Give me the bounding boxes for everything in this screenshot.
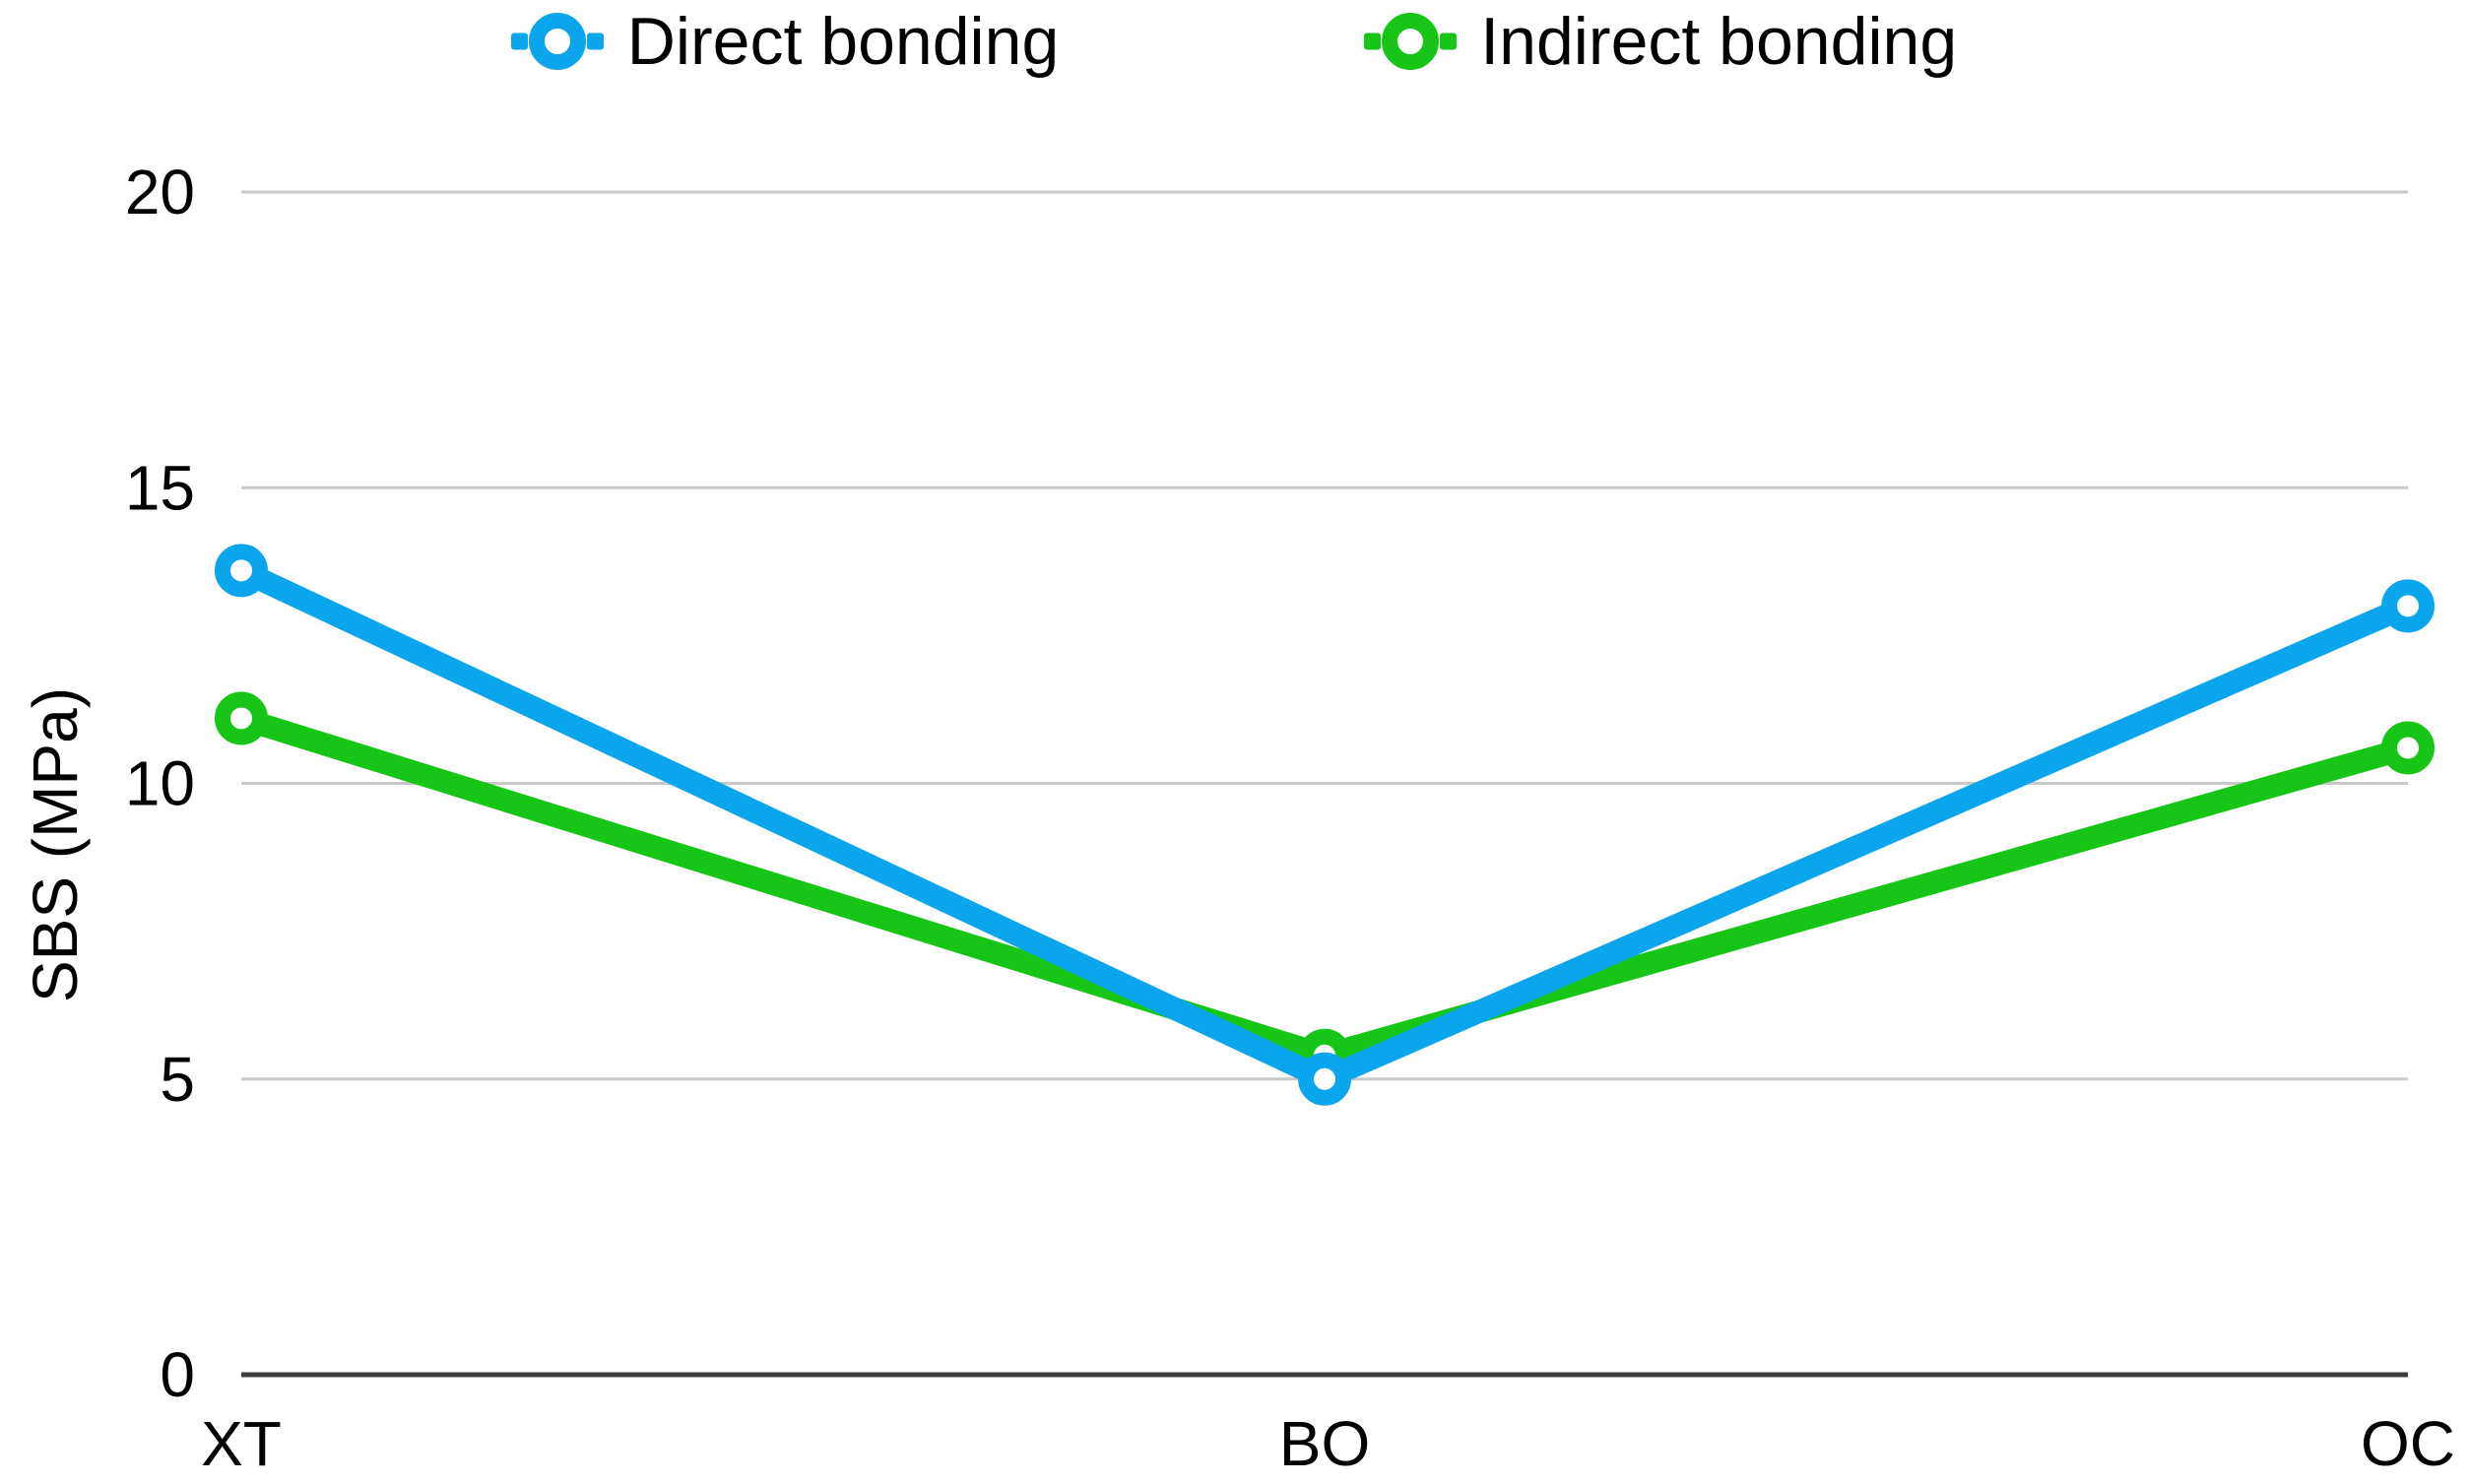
legend-item-indirect-bonding: Indirect bonding — [1364, 8, 1957, 75]
y-tick-15: 15 — [125, 452, 195, 523]
y-tick-0: 0 — [160, 1339, 195, 1410]
y-tick-labels: 0 5 10 15 20 — [125, 157, 195, 1410]
y-tick-10: 10 — [125, 748, 195, 819]
line-marker-icon — [1364, 10, 1458, 73]
marker-direct-bonding-xt — [215, 544, 268, 598]
y-tick-20: 20 — [125, 157, 195, 227]
y-tick-5: 5 — [160, 1044, 195, 1115]
y-axis-title: SBS (MPa) — [20, 687, 91, 1002]
line-marker-icon — [510, 10, 604, 73]
marker-indirect-bonding-xt — [215, 691, 268, 745]
x-category-labels: XT BO OC — [201, 1408, 2455, 1479]
gridlines — [241, 190, 2408, 1378]
marker-indirect-bonding-oc — [2381, 721, 2435, 775]
x-label-xt: XT — [201, 1408, 282, 1479]
x-label-bo: BO — [1279, 1408, 1370, 1479]
data-series — [215, 544, 2435, 1106]
marker-direct-bonding-bo — [1298, 1052, 1351, 1106]
legend-label-indirect-bonding: Indirect bonding — [1480, 4, 1958, 79]
x-label-oc: OC — [2361, 1408, 2455, 1479]
legend-item-direct-bonding: Direct bonding — [510, 4, 1060, 79]
marker-direct-bonding-oc — [2381, 579, 2435, 633]
series-line-indirect-bonding — [229, 706, 2420, 1067]
legend-label-direct-bonding: Direct bonding — [626, 4, 1060, 79]
chart-legend: Direct bonding Indirect bonding — [0, 8, 2468, 75]
